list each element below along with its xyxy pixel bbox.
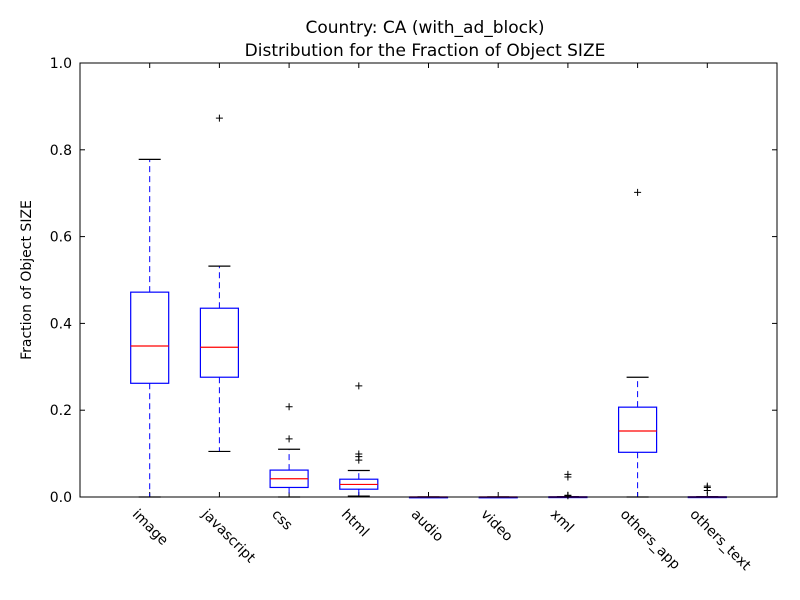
outlier-marker: [564, 470, 572, 478]
outlier-marker: [285, 403, 293, 411]
x-tick-label: html: [338, 507, 372, 541]
outlier-marker: [285, 435, 293, 443]
y-tick-label: 0.2: [50, 403, 72, 419]
outlier-marker: [355, 382, 363, 390]
plot-frame: [79, 62, 778, 498]
box: [199, 307, 239, 378]
chart-title: Country: CA (with_ad_block): [306, 18, 545, 38]
y-tick-label: 0.0: [50, 490, 72, 506]
box: [617, 406, 658, 453]
x-tick-label: image: [129, 507, 171, 549]
outlier-marker: [215, 114, 223, 122]
x-tick-label: xml: [547, 507, 577, 537]
x-tick-label: audio: [408, 507, 447, 546]
y-tick-label: 0.4: [50, 316, 72, 332]
y-tick-label: 1.0: [50, 56, 72, 72]
y-tick-label: 0.6: [50, 230, 72, 246]
plot-area: 0.0 0.2 0.4 0.6 0.8 1.0 image javascript css html…: [50, 56, 777, 574]
x-tick-label: others_app: [617, 507, 684, 574]
box: [130, 291, 170, 384]
x-tick-label: others_text: [686, 507, 754, 575]
outlier-marker: [703, 482, 711, 490]
outlier-marker: [355, 450, 363, 458]
y-axis-label: Fraction of Object SIZE: [19, 200, 35, 360]
y-tick-label: 0.8: [50, 143, 72, 159]
x-tick-label: css: [268, 507, 295, 534]
x-tick-label: javascript: [198, 506, 259, 567]
outlier-marker: [564, 491, 572, 499]
chart-subtitle: Distribution for the Fraction of Object …: [245, 41, 606, 61]
x-tick-label: video: [477, 507, 515, 545]
outlier-marker: [634, 188, 642, 196]
